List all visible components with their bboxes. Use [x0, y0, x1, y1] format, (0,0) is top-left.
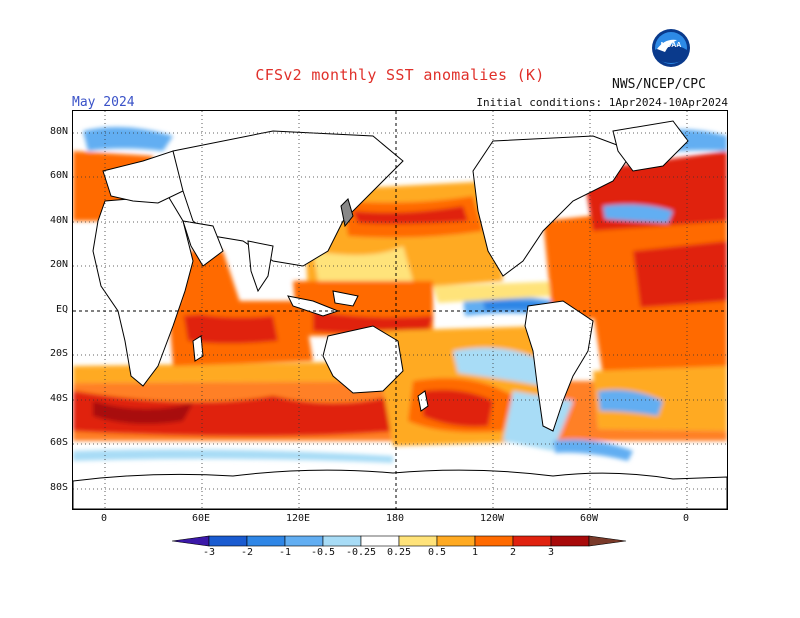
legend-label: -3 [202, 547, 216, 558]
anomaly-field [73, 127, 727, 463]
lat-label-60n: 60N [49, 170, 68, 181]
legend-color-box [436, 535, 476, 547]
legend-arrow-high [588, 535, 627, 547]
legend-label: 2 [509, 547, 517, 558]
noaa-logo-text: NOAA [661, 42, 682, 49]
noaa-logo: NOAA [652, 29, 690, 67]
legend-color-box [398, 535, 438, 547]
legend-color-box [284, 535, 324, 547]
legend-color-boxes [172, 535, 627, 547]
lat-label-40s: 40S [49, 393, 68, 404]
lon-label-60e: 60E [191, 513, 211, 524]
legend-label: -2 [240, 547, 254, 558]
legend-label: 0.5 [427, 547, 447, 558]
map-canvas [73, 111, 727, 509]
legend-label: -0.25 [345, 547, 377, 558]
agency-label: NWS/NCEP/CPC [612, 77, 706, 92]
land-masses [73, 120, 727, 509]
color-legend [172, 535, 627, 547]
legend-color-box [360, 535, 400, 547]
lat-label-80n: 80N [49, 126, 68, 137]
chart-title: CFSv2 monthly SST anomalies (K) [255, 66, 545, 84]
lat-label-eq: EQ [55, 304, 68, 315]
lat-label-20n: 20N [49, 259, 68, 270]
legend-arrow-low [172, 535, 210, 547]
legend-label: 1 [471, 547, 479, 558]
legend-color-box [512, 535, 552, 547]
lon-label-0-west: 0 [100, 513, 108, 524]
lon-label-120w: 120W [479, 513, 505, 524]
lat-label-20s: 20S [49, 348, 68, 359]
valid-month-label: May 2024 [72, 95, 135, 110]
initial-conditions-label: Initial conditions: 1Apr2024-10Apr2024 [476, 96, 728, 109]
legend-color-box [246, 535, 286, 547]
legend-color-box [208, 535, 248, 547]
lon-label-120e: 120E [285, 513, 311, 524]
legend-color-box [474, 535, 514, 547]
legend-color-box [550, 535, 590, 547]
lat-label-40n: 40N [49, 215, 68, 226]
equator-dateline [73, 111, 727, 509]
lon-label-0-east: 0 [682, 513, 690, 524]
lat-label-80s: 80S [49, 482, 68, 493]
legend-color-box [322, 535, 362, 547]
sst-anomaly-map [72, 110, 728, 510]
lon-label-180: 180 [385, 513, 405, 524]
legend-label: 3 [547, 547, 555, 558]
grid-lines [73, 111, 727, 509]
legend-label: -0.5 [310, 547, 336, 558]
lon-label-60w: 60W [579, 513, 599, 524]
legend-label: -1 [278, 547, 292, 558]
lat-label-60s: 60S [49, 437, 68, 448]
legend-label: 0.25 [386, 547, 412, 558]
